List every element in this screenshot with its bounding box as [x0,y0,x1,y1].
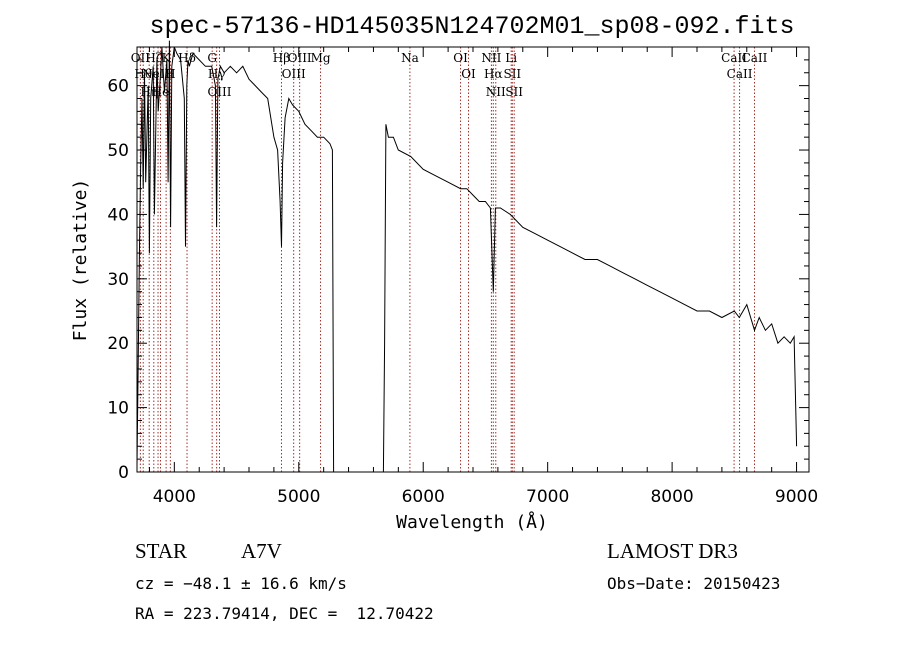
line-label-nii: NII [486,85,506,99]
line-label-caii: CaII [727,67,753,81]
line-label-oiii: OIII [288,51,312,65]
spectral-line-markers [139,47,755,472]
x-axis-label: Wavelength (Å) [396,511,548,533]
chart-title: spec-57136-HD145035N124702M01_sp08-092.f… [149,12,794,41]
x-tick-label: 5000 [277,487,320,507]
observation-date: Obs−Date: 20150423 [607,574,781,593]
y-axis-ticks: 0 10 20 30 40 50 60 [107,59,809,483]
line-label-hζ: Hζ [145,51,162,65]
line-label-oii: OII [131,51,151,65]
line-label-caii: CaII [721,51,747,65]
line-label-sii: SII [503,67,521,81]
plot-frame [136,46,810,473]
object-class: STAR [135,539,187,563]
y-tick-label: 40 [107,205,129,225]
line-label-hβ: Hβ [273,51,290,65]
x-axis-ticks: 4000 5000 6000 7000 8000 9000 [148,47,818,507]
ra-dec: RA = 223.79414, DEC = 12.70422 [135,604,434,623]
y-tick-label: 0 [118,463,129,483]
line-label-oiii: OIII [282,67,306,81]
y-axis-label: Flux (relative) [70,179,91,342]
y-tick-label: 50 [107,141,129,161]
x-tick-label: 4000 [153,487,196,507]
line-label-oiii: OIII [207,85,231,99]
x-tick-label: 9000 [775,487,818,507]
line-label-hδ: Hδ [178,51,196,65]
x-tick-label: 8000 [650,487,693,507]
line-label-li: Li [505,51,517,65]
y-tick-label: 30 [107,270,129,290]
line-label-oi: OI [453,51,468,65]
survey-name: LAMOST DR3 [607,539,738,563]
line-label-sii: SII [505,85,523,99]
line-label-hα: Hα [484,67,503,81]
line-label-h: H [165,67,175,81]
line-label-k: K [162,51,172,65]
y-tick-label: 10 [107,399,129,419]
line-label-na: Na [401,51,419,65]
line-label-nii: NII [481,51,501,65]
y-tick-label: 60 [107,77,129,97]
line-label-hθ: Hθ [134,67,152,81]
object-subclass: A7V [241,539,282,563]
line-label-hγ: Hγ [208,67,226,81]
y-tick-label: 20 [107,334,129,354]
spectrum-line [136,40,798,473]
line-label-mg: Mg [311,51,331,65]
line-label-caii: CaII [742,51,768,65]
line-label-oi: OI [461,67,476,81]
x-tick-label: 6000 [402,487,445,507]
line-label-g: G [207,51,217,65]
redshift-cz: cz = −48.1 ± 16.6 km/s [135,574,347,593]
x-tick-label: 7000 [526,487,569,507]
